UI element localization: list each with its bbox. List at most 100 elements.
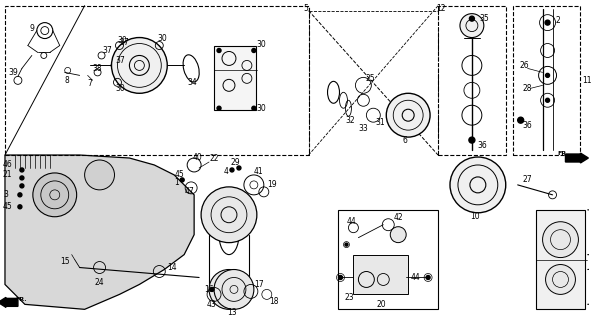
Circle shape (111, 37, 168, 93)
Polygon shape (5, 155, 194, 309)
Circle shape (217, 49, 221, 52)
Text: 9: 9 (30, 24, 35, 33)
Text: 21: 21 (3, 171, 12, 180)
Text: 23: 23 (345, 293, 354, 302)
Text: 40: 40 (192, 153, 202, 162)
Text: 30: 30 (115, 84, 126, 93)
Circle shape (18, 193, 22, 197)
Circle shape (180, 178, 184, 182)
Text: 28: 28 (523, 84, 532, 93)
Text: 22: 22 (209, 154, 218, 163)
Text: 32: 32 (346, 116, 355, 125)
Text: 43: 43 (207, 300, 217, 309)
Text: 44: 44 (346, 217, 356, 226)
Bar (214, 45, 256, 110)
Circle shape (450, 157, 506, 213)
Bar (513, 6, 580, 155)
Circle shape (345, 243, 348, 246)
Circle shape (20, 184, 24, 188)
Circle shape (469, 16, 474, 21)
Circle shape (460, 14, 484, 37)
Text: 2: 2 (555, 16, 560, 25)
Circle shape (546, 73, 549, 77)
Circle shape (339, 276, 342, 279)
Circle shape (546, 265, 575, 294)
Text: 16: 16 (204, 285, 214, 294)
Text: 46: 46 (3, 160, 13, 170)
Text: 17: 17 (254, 280, 263, 289)
Bar (536, 210, 585, 309)
Circle shape (85, 160, 114, 190)
Text: FR.: FR. (558, 150, 569, 156)
Circle shape (390, 227, 406, 243)
Text: 3: 3 (3, 190, 8, 199)
Text: 39: 39 (8, 68, 18, 77)
FancyArrow shape (565, 153, 588, 163)
Text: 11: 11 (583, 76, 592, 85)
Text: 18: 18 (269, 297, 278, 306)
Text: 33: 33 (358, 124, 368, 133)
Circle shape (20, 168, 24, 172)
Text: 42: 42 (393, 213, 403, 222)
Text: 30: 30 (257, 40, 266, 49)
Text: 37: 37 (115, 56, 126, 65)
Text: 37: 37 (120, 38, 129, 47)
Circle shape (386, 93, 430, 137)
Circle shape (545, 20, 550, 25)
Text: 30: 30 (257, 104, 266, 113)
Text: 36: 36 (523, 121, 532, 130)
Text: 1: 1 (174, 178, 179, 188)
Text: 25: 25 (365, 74, 375, 83)
Text: 12: 12 (436, 4, 446, 13)
Text: 24: 24 (95, 278, 104, 287)
Text: 27: 27 (523, 175, 532, 184)
Text: 10: 10 (470, 212, 480, 221)
Text: 30: 30 (117, 36, 127, 45)
Text: 6: 6 (402, 136, 407, 145)
Text: FR.: FR. (15, 297, 27, 302)
Bar (353, 255, 408, 294)
Text: 36: 36 (478, 140, 488, 149)
Circle shape (237, 166, 241, 170)
Text: 34: 34 (187, 78, 197, 87)
Text: 38: 38 (92, 64, 102, 73)
Text: 7: 7 (88, 79, 92, 88)
Text: 20: 20 (377, 300, 386, 309)
Text: 47: 47 (184, 187, 194, 196)
Circle shape (230, 168, 234, 172)
Text: 41: 41 (254, 167, 263, 176)
Text: 30: 30 (157, 34, 167, 43)
Circle shape (426, 276, 430, 279)
Circle shape (546, 98, 549, 102)
Circle shape (214, 269, 254, 309)
Circle shape (543, 222, 578, 258)
Circle shape (252, 49, 256, 52)
Bar (339, 210, 438, 309)
Circle shape (209, 269, 249, 309)
Text: 26: 26 (520, 61, 529, 70)
Text: 13: 13 (227, 308, 237, 317)
Text: 35: 35 (480, 14, 490, 23)
Text: 44: 44 (410, 273, 420, 282)
Circle shape (217, 106, 221, 110)
Text: 45: 45 (3, 202, 13, 211)
Circle shape (252, 106, 256, 110)
Text: 31: 31 (375, 118, 385, 127)
Text: 4: 4 (224, 167, 229, 176)
Circle shape (201, 187, 257, 243)
Circle shape (20, 176, 24, 180)
Text: 14: 14 (168, 263, 177, 272)
Text: 8: 8 (65, 76, 69, 85)
Circle shape (469, 137, 475, 143)
Bar (438, 6, 506, 155)
Bar (5, 6, 308, 155)
Text: 29: 29 (231, 158, 240, 167)
Text: 45: 45 (174, 171, 184, 180)
Text: 15: 15 (60, 257, 69, 266)
Text: 19: 19 (267, 180, 276, 189)
Circle shape (517, 117, 524, 123)
Circle shape (18, 205, 22, 209)
Text: 37: 37 (102, 46, 112, 55)
Circle shape (33, 173, 76, 217)
Circle shape (210, 287, 214, 292)
